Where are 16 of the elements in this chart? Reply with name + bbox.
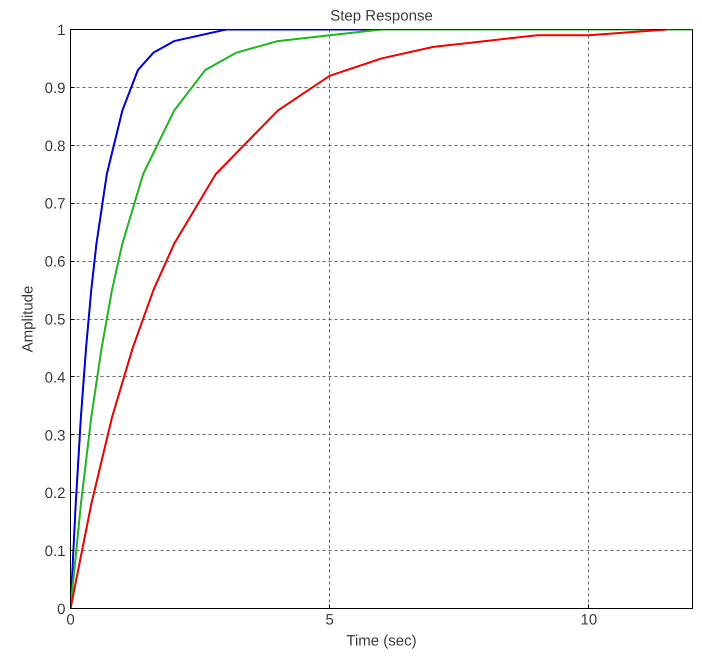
chart-title: Step Response bbox=[330, 8, 433, 24]
y-tick-label: 0.4 bbox=[44, 369, 66, 386]
y-tick-label: 0.6 bbox=[44, 254, 66, 271]
x-axis-title: Time (sec) bbox=[346, 632, 417, 650]
y-tick-label: 0 bbox=[57, 601, 66, 618]
y-axis-title: Amplitude bbox=[20, 286, 37, 352]
y-tick-label: 0.1 bbox=[44, 543, 66, 560]
y-tick-label: 0.2 bbox=[44, 485, 66, 502]
y-tick-label: 0.9 bbox=[44, 80, 66, 97]
y-tick-label: 0.5 bbox=[44, 312, 66, 328]
y-tick-label: 0.7 bbox=[44, 196, 66, 213]
y-tick-label: 0.8 bbox=[44, 138, 66, 155]
y-tick-label: 1 bbox=[57, 22, 66, 39]
y-tick-label: 0.3 bbox=[44, 427, 66, 444]
x-tick-label: 10 bbox=[580, 612, 598, 628]
x-tick-label: 5 bbox=[325, 612, 334, 628]
